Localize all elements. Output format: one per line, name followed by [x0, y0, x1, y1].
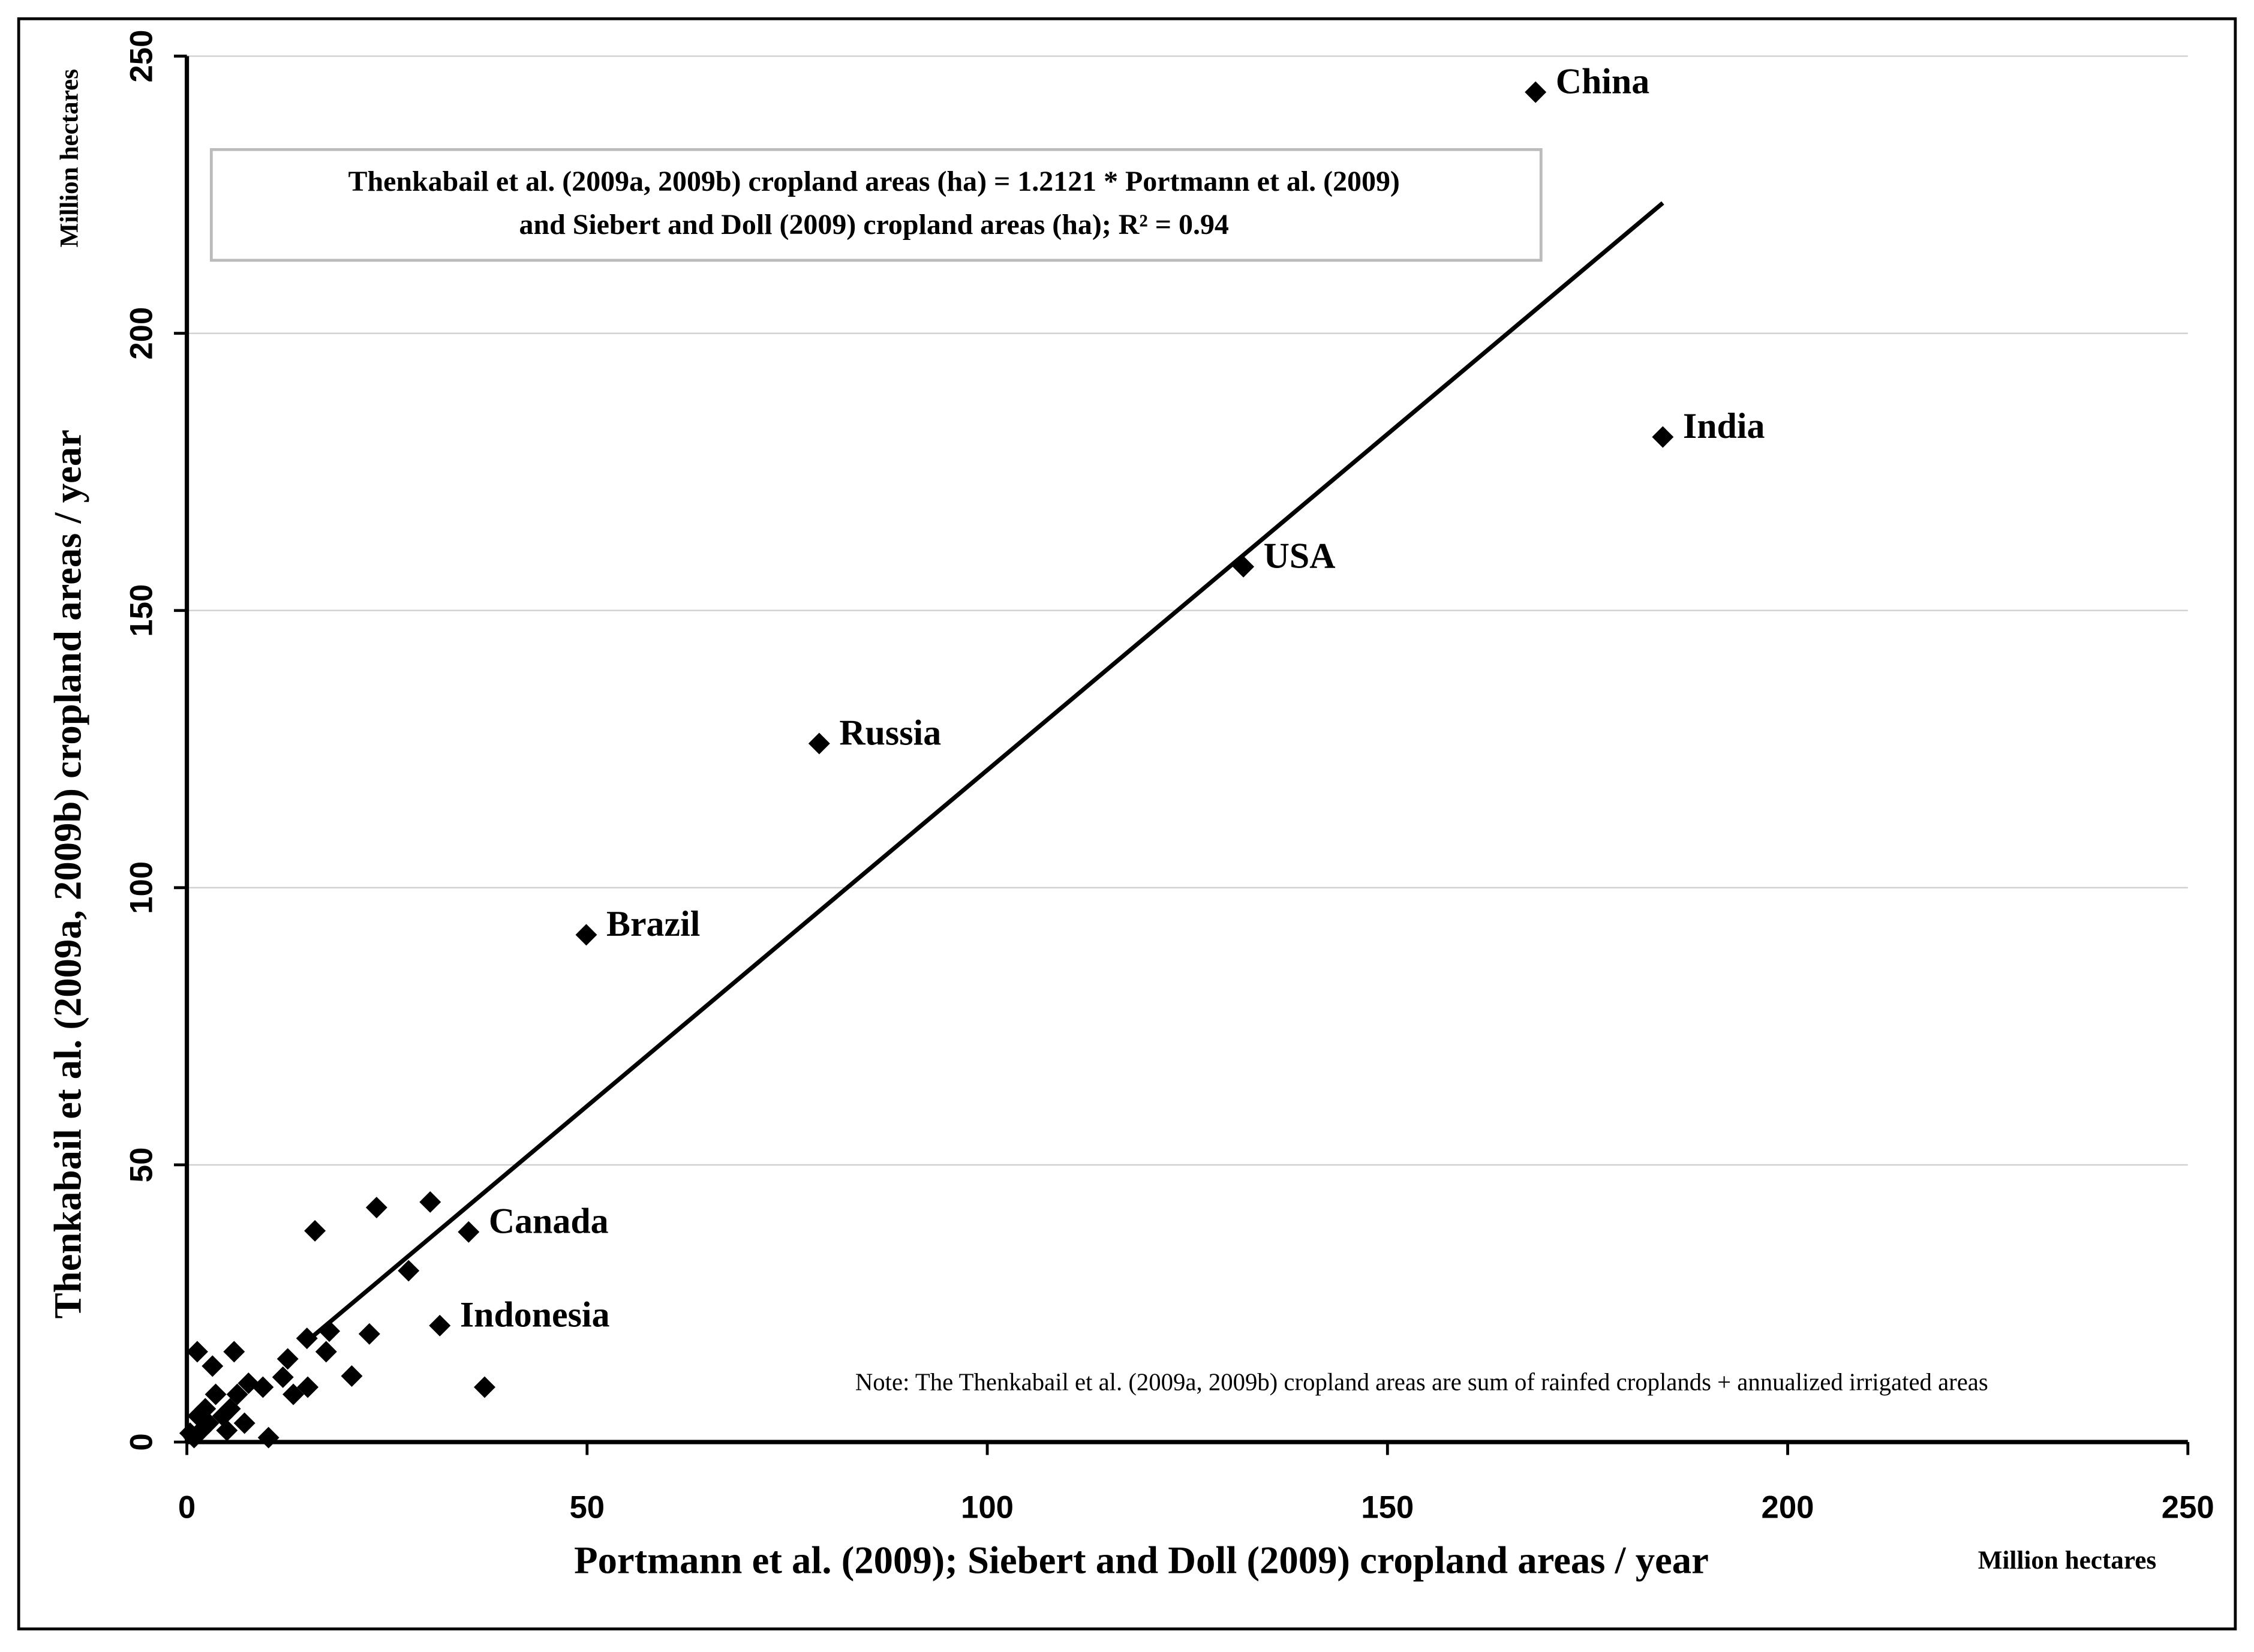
x-tick-label: 100: [961, 1490, 1014, 1525]
frame: [17, 17, 2237, 1630]
x-tick-label: 200: [1762, 1490, 1814, 1525]
y-axis-title: Thenkabail et al. (2009a, 2009b) croplan…: [46, 429, 89, 1318]
point: [1652, 426, 1674, 448]
y-tick-label: 100: [124, 861, 160, 914]
point: [575, 924, 597, 946]
point: [216, 1419, 238, 1441]
x-axis-title: Portmann et al. (2009); Siebert and Doll…: [574, 1539, 1709, 1582]
point-label: Indonesia: [460, 1295, 610, 1335]
y-tick-label: 0: [124, 1433, 160, 1450]
point: [202, 1355, 224, 1377]
x-tick-label: 150: [1361, 1490, 1414, 1525]
x-tick-label: 50: [569, 1490, 605, 1525]
point-label: China: [1556, 61, 1650, 101]
point: [1525, 81, 1547, 103]
point: [398, 1260, 420, 1282]
point: [341, 1365, 363, 1387]
point-label: Brazil: [606, 904, 700, 944]
point: [429, 1314, 451, 1336]
point: [282, 1383, 305, 1405]
point-label: Canada: [489, 1201, 609, 1240]
point: [205, 1383, 227, 1405]
annotation: and Siebert and Doll (2009) cropland are…: [519, 209, 1228, 241]
x-tick-label: 250: [2162, 1490, 2214, 1525]
trendline: [301, 201, 1664, 1347]
point: [419, 1191, 441, 1213]
point-label: Russia: [839, 713, 941, 752]
point: [808, 732, 830, 755]
point-label: USA: [1264, 536, 1336, 575]
y-tick-label: 250: [124, 30, 160, 83]
y-tick-label: 50: [124, 1148, 160, 1183]
point: [277, 1348, 299, 1370]
point: [474, 1376, 495, 1398]
point: [304, 1220, 326, 1242]
point-label: India: [1683, 406, 1765, 446]
annotation: Thenkabail et al. (2009a, 2009b) croplan…: [348, 166, 1399, 197]
x-tick-label: 0: [178, 1490, 196, 1525]
note: Note: The Thenkabail et al. (2009a, 2009…: [855, 1368, 1988, 1395]
x-axis-unit: Million hectares: [1978, 1546, 2156, 1575]
y-axis-unit: Million hectares: [56, 69, 84, 247]
point: [187, 1405, 209, 1427]
annotation-box: [209, 148, 1543, 262]
y-tick-label: 200: [124, 307, 160, 360]
y-tick-label: 150: [124, 584, 160, 637]
point: [458, 1221, 480, 1243]
